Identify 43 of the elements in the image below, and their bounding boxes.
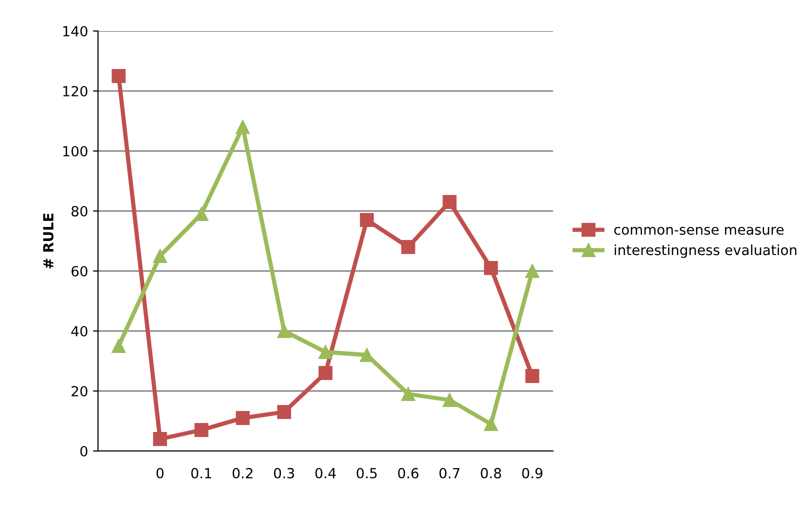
point: [525, 264, 540, 278]
point: [442, 195, 457, 209]
y-tick-label: 0: [80, 446, 88, 456]
y-tick-label: 60: [72, 266, 88, 276]
x-tick-label: 0.2: [232, 468, 252, 478]
point: [236, 120, 250, 134]
legend-label: interestingness evaluation: [614, 244, 796, 258]
point: [153, 432, 167, 446]
x-tick-label: 0.9: [522, 468, 542, 478]
y-axis-title: # RULE: [43, 214, 54, 268]
point: [112, 69, 126, 83]
point: [484, 417, 498, 431]
x-tick-label: 0.6: [398, 468, 418, 478]
x-tick-label: 0.1: [191, 468, 212, 478]
x-tick-label: 0.8: [480, 468, 502, 478]
y-tick-label: 40: [71, 326, 88, 336]
point: [236, 411, 250, 425]
point: [360, 213, 374, 227]
point: [277, 405, 292, 419]
point: [112, 339, 126, 353]
point: [442, 393, 457, 407]
y-tick-label: 120: [63, 86, 88, 96]
x-tick-label: 0.3: [274, 468, 294, 478]
x-tick-label: 0.4: [315, 468, 336, 478]
y-tick-label: 20: [72, 386, 88, 396]
y-tick-label: 80: [72, 206, 88, 216]
point: [318, 366, 332, 380]
y-tick-label: 140: [63, 26, 88, 36]
point: [401, 240, 416, 254]
point: [194, 207, 208, 221]
x-tick-label: 0.5: [356, 468, 377, 478]
point: [525, 369, 540, 383]
point: [194, 423, 208, 437]
point: [360, 348, 374, 362]
point: [153, 249, 167, 263]
y-tick-label: 100: [63, 146, 88, 156]
x-tick-label: 0.7: [439, 468, 460, 478]
legend-label: common-sense measure: [614, 226, 784, 235]
point: [401, 387, 416, 401]
point: [484, 261, 498, 275]
point: [318, 345, 332, 359]
x-tick-label: 0: [156, 468, 164, 478]
point: [277, 324, 292, 338]
